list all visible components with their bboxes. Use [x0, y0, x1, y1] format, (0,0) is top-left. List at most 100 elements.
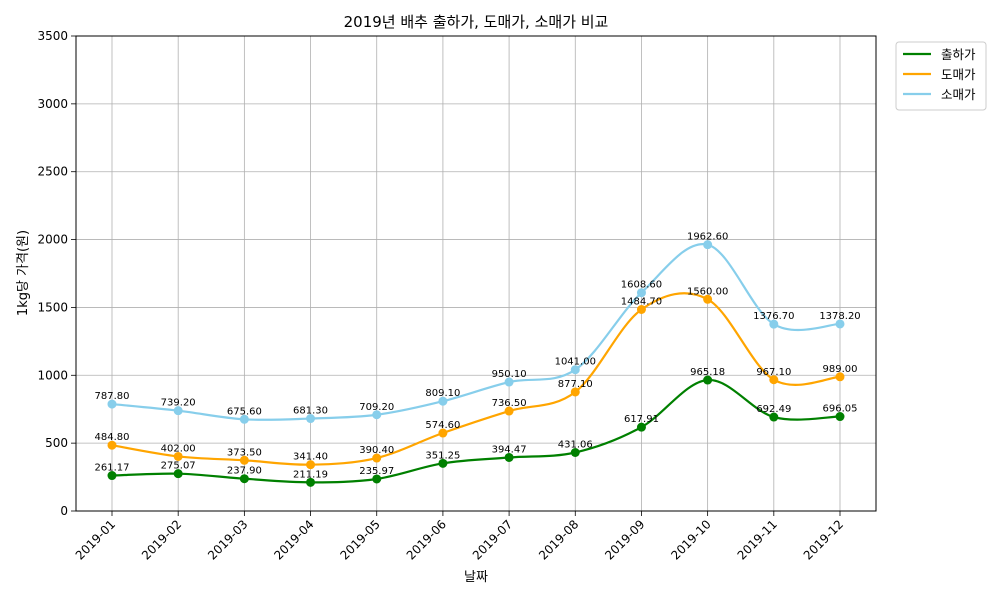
data-label: 1560.00: [687, 286, 728, 297]
chart-title: 2019년 배추 출하가, 도매가, 소매가 비교: [344, 13, 609, 31]
data-label: 484.80: [95, 432, 130, 443]
data-label: 675.60: [227, 406, 262, 417]
data-point: [239, 414, 249, 424]
data-label: 1376.70: [753, 311, 794, 322]
data-point: [504, 406, 514, 416]
data-point: [703, 294, 713, 304]
y-tick-label: 500: [45, 436, 68, 450]
grid: [76, 35, 876, 512]
legend-label: 출하가: [941, 47, 976, 62]
data-point: [835, 319, 845, 329]
data-label: 402.00: [161, 443, 196, 454]
x-tick-label: 2019-03: [205, 517, 250, 562]
data-point: [372, 453, 382, 463]
data-label: 1378.20: [819, 311, 860, 322]
data-label: 574.60: [425, 420, 460, 431]
x-tick-label: 2019-02: [139, 517, 184, 562]
y-tick-label: 3500: [37, 29, 68, 43]
data-label: 965.18: [690, 367, 725, 378]
data-label: 275.07: [161, 461, 196, 472]
data-label: 736.50: [492, 398, 527, 409]
data-label: 1484.70: [621, 297, 662, 308]
legend-label: 도매가: [941, 67, 976, 82]
data-point: [636, 288, 646, 298]
x-tick-label: 2019-09: [602, 517, 647, 562]
data-point: [636, 422, 646, 432]
data-label: 709.20: [359, 402, 394, 413]
data-label: 739.20: [161, 398, 196, 409]
data-label: 681.30: [293, 406, 328, 417]
data-label: 261.17: [95, 463, 130, 474]
data-point: [504, 452, 514, 462]
data-point: [173, 469, 183, 479]
plot-frame: [75, 35, 877, 512]
y-tick-label: 1000: [37, 368, 68, 382]
series-line-3: [111, 243, 841, 421]
data-label: 967.10: [756, 367, 791, 378]
data-label: 237.90: [227, 466, 262, 477]
x-tick-label: 2019-05: [337, 517, 382, 562]
data-point: [570, 365, 580, 375]
data-point: [239, 474, 249, 484]
data-point: [239, 455, 249, 465]
data-label: 809.10: [425, 388, 460, 399]
data-label: 877.10: [558, 379, 593, 390]
data-label: 341.40: [293, 452, 328, 463]
data-point: [504, 377, 514, 387]
data-label: 394.47: [492, 444, 527, 455]
x-tick-label: 2019-08: [536, 517, 581, 562]
series-line-1: [111, 378, 841, 484]
data-point: [173, 451, 183, 461]
data-label: 211.19: [293, 469, 328, 480]
y-tick-label: 0: [60, 504, 68, 518]
data-labels: 261.17 275.07 237.90 211.19 235.97 351.25 394.…: [95, 232, 861, 481]
data-point: [438, 428, 448, 438]
y-tick-label: 1500: [37, 300, 68, 314]
data-point: [372, 410, 382, 420]
x-tick-label: 2019-12: [801, 517, 846, 562]
data-point: [107, 471, 117, 481]
x-tick-label: 2019-04: [271, 517, 316, 562]
x-tick-label: 2019-07: [470, 517, 515, 562]
x-tick-label: 2019-06: [404, 517, 449, 562]
data-label: 1041.00: [555, 357, 596, 368]
data-label: 235.97: [359, 466, 394, 477]
data-point: [835, 412, 845, 422]
data-label: 617.91: [624, 414, 659, 425]
series-layer: [107, 240, 845, 487]
data-label: 1962.60: [687, 232, 728, 243]
data-label: 351.25: [425, 450, 460, 461]
data-label: 989.00: [823, 364, 858, 375]
data-label: 950.10: [492, 369, 527, 380]
data-label: 696.05: [823, 404, 858, 415]
y-tick-label: 2500: [37, 165, 68, 179]
x-axis-title: 날짜: [464, 570, 488, 585]
series-line-2: [111, 292, 841, 466]
data-point: [570, 447, 580, 457]
data-point: [438, 396, 448, 406]
data-point: [769, 375, 779, 385]
data-point: [438, 458, 448, 468]
data-label: 1608.60: [621, 280, 662, 291]
data-label: 692.49: [756, 404, 791, 415]
data-label: 390.40: [359, 445, 394, 456]
data-point: [306, 414, 316, 424]
data-point: [107, 399, 117, 409]
data-label: 787.80: [95, 391, 130, 402]
data-point: [769, 412, 779, 422]
data-label: 373.50: [227, 447, 262, 458]
data-point: [372, 474, 382, 484]
data-point: [570, 387, 580, 397]
y-axis-title: 1kg당 가격(원): [16, 230, 31, 316]
x-tick-label: 2019-01: [73, 517, 118, 562]
data-point: [306, 477, 316, 487]
data-point: [306, 460, 316, 470]
data-point: [636, 305, 646, 315]
x-tick-label: 2019-11: [735, 517, 780, 562]
data-point: [107, 440, 117, 450]
legend-label: 소매가: [941, 87, 976, 102]
y-tick-label: 2000: [37, 233, 68, 247]
